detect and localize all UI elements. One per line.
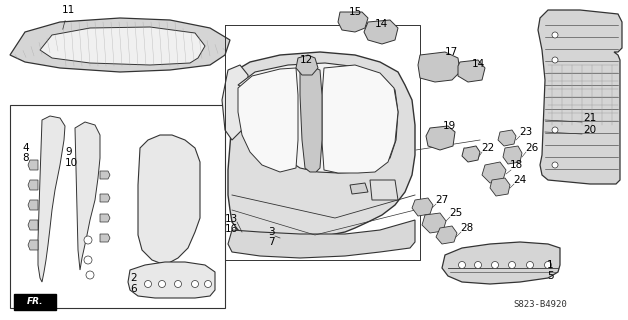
Circle shape [205,281,212,287]
Polygon shape [412,198,433,216]
Text: 16: 16 [225,224,238,234]
Bar [10,105,225,308]
Text: 21: 21 [583,113,596,123]
Polygon shape [238,68,298,172]
Text: 22: 22 [481,143,494,153]
Text: 28: 28 [460,223,474,233]
Circle shape [84,256,92,264]
Circle shape [544,261,551,268]
Polygon shape [38,116,65,282]
Circle shape [509,261,516,268]
Polygon shape [28,200,38,210]
Polygon shape [100,214,110,222]
Polygon shape [228,220,415,258]
Polygon shape [422,213,446,233]
Polygon shape [538,10,622,184]
Text: 24: 24 [513,175,526,185]
Polygon shape [436,226,457,244]
Circle shape [86,271,94,279]
Polygon shape [462,146,480,162]
Polygon shape [28,180,38,190]
Text: 6: 6 [130,284,137,294]
Polygon shape [100,234,110,242]
Text: 23: 23 [519,127,533,137]
Circle shape [175,281,181,287]
Text: 15: 15 [349,7,362,17]
Polygon shape [498,130,516,146]
Text: 14: 14 [375,19,388,29]
Polygon shape [100,194,110,202]
Circle shape [552,162,558,168]
Polygon shape [426,126,455,150]
Text: 12: 12 [300,55,313,65]
Polygon shape [300,68,322,172]
Polygon shape [350,183,368,194]
Circle shape [552,127,558,133]
Text: 5: 5 [547,271,554,281]
Text: 7: 7 [268,237,274,247]
Polygon shape [490,178,510,196]
Circle shape [526,261,534,268]
Text: 26: 26 [525,143,538,153]
Polygon shape [228,52,415,238]
Polygon shape [100,171,110,179]
Polygon shape [222,65,248,140]
FancyBboxPatch shape [14,294,56,310]
Text: 9: 9 [65,147,72,157]
Circle shape [144,281,151,287]
Text: 19: 19 [443,121,457,131]
Circle shape [492,261,499,268]
Text: 3: 3 [268,227,274,237]
Text: 17: 17 [445,47,458,57]
Text: 1: 1 [547,260,554,270]
Text: 27: 27 [435,195,448,205]
Polygon shape [28,160,38,170]
Circle shape [84,236,92,244]
Text: 20: 20 [583,125,596,135]
Text: 8: 8 [22,153,29,163]
Circle shape [552,32,558,38]
Text: 25: 25 [449,208,462,218]
Polygon shape [238,63,398,173]
Circle shape [458,261,465,268]
Text: FR.: FR. [27,298,43,307]
Text: 18: 18 [510,160,523,170]
Polygon shape [503,146,522,164]
Polygon shape [10,18,230,72]
Circle shape [192,281,198,287]
Text: 4: 4 [22,143,29,153]
Polygon shape [138,135,200,265]
Text: 2: 2 [130,273,137,283]
Polygon shape [28,220,38,230]
Circle shape [552,57,558,63]
Text: 14: 14 [472,59,485,69]
Polygon shape [338,12,368,32]
Text: 10: 10 [65,158,78,168]
Polygon shape [418,52,460,82]
Polygon shape [364,20,398,44]
Polygon shape [40,27,205,65]
Polygon shape [128,262,215,298]
Polygon shape [458,60,485,82]
Polygon shape [442,242,560,284]
Text: S823-B4920: S823-B4920 [513,300,567,309]
Circle shape [158,281,166,287]
Polygon shape [482,162,506,183]
Polygon shape [28,240,38,250]
Circle shape [475,261,482,268]
Text: 11: 11 [62,5,75,29]
Polygon shape [75,122,100,270]
Polygon shape [322,65,398,173]
Polygon shape [296,55,318,75]
Text: 13: 13 [225,214,238,224]
Polygon shape [370,180,398,200]
